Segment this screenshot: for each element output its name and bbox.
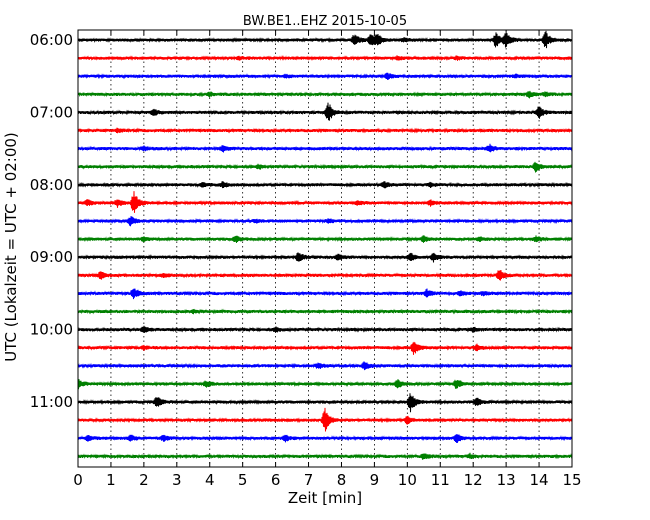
seismogram-trace	[77, 270, 573, 281]
y-axis-label: UTC (Lokalzeit = UTC + 02:00)	[2, 132, 20, 362]
vertical-grid	[110, 30, 540, 467]
seismogram-trace	[77, 90, 573, 99]
seismogram-trace	[77, 55, 573, 62]
chart-title: BW.BE1..EHZ 2015-10-05	[243, 14, 407, 29]
seismogram-trace	[77, 181, 573, 189]
seismogram-trace	[77, 252, 573, 263]
x-tick-label: 5	[238, 471, 248, 489]
x-tick-label: 7	[304, 471, 314, 489]
seismogram-trace	[77, 30, 573, 49]
x-tick-label: 14	[530, 471, 549, 489]
x-tick-label: 13	[497, 471, 516, 489]
x-tick-label: 8	[337, 471, 347, 489]
y-tick-label: 06:00	[30, 31, 73, 49]
seismogram-trace	[77, 434, 573, 443]
seismogram-trace	[77, 325, 573, 333]
seismogram-trace	[77, 393, 573, 413]
seismogram-trace	[77, 308, 573, 315]
seismogram-trace	[77, 407, 573, 432]
plot-frame	[77, 29, 573, 468]
seismogram-trace	[77, 361, 573, 371]
y-tick-label: 09:00	[30, 248, 73, 266]
x-tick-label: 2	[139, 471, 149, 489]
x-tick-label: 6	[271, 471, 281, 489]
x-tick-label: 9	[370, 471, 380, 489]
x-tick-label: 0	[73, 471, 83, 489]
x-tick-label: 11	[431, 471, 450, 489]
seismogram-trace	[77, 127, 573, 134]
seismogram-trace	[77, 452, 573, 460]
x-tick-label: 10	[398, 471, 417, 489]
x-axis-ticks: 0 1 2 3 4 5 6 7 8 9 10 11 12 13 14 15	[73, 30, 582, 489]
seismogram-trace	[77, 102, 573, 121]
seismogram-trace	[77, 235, 573, 243]
x-tick-label: 3	[172, 471, 182, 489]
seismogram-trace	[77, 378, 573, 390]
y-tick-label: 08:00	[30, 176, 73, 194]
y-tick-label: 07:00	[30, 103, 73, 121]
seismogram-trace	[77, 191, 573, 213]
seismogram-trace	[77, 288, 573, 300]
seismogram-trace	[77, 216, 573, 227]
seismogram-trace	[77, 161, 573, 173]
seismogram-trace	[77, 143, 573, 153]
y-axis-ticks: 06:00 07:00 08:00 09:00 10:00 11:00	[30, 31, 572, 411]
x-axis-label: Zeit [min]	[288, 489, 362, 507]
seismogram-trace	[77, 72, 573, 80]
x-tick-label: 1	[106, 471, 116, 489]
y-tick-label: 10:00	[30, 321, 73, 339]
trace-layer	[77, 30, 573, 460]
seismogram-trace	[77, 341, 573, 355]
x-tick-label: 4	[205, 471, 215, 489]
x-tick-label: 12	[464, 471, 483, 489]
y-tick-label: 11:00	[30, 393, 73, 411]
x-tick-label: 15	[562, 471, 581, 489]
